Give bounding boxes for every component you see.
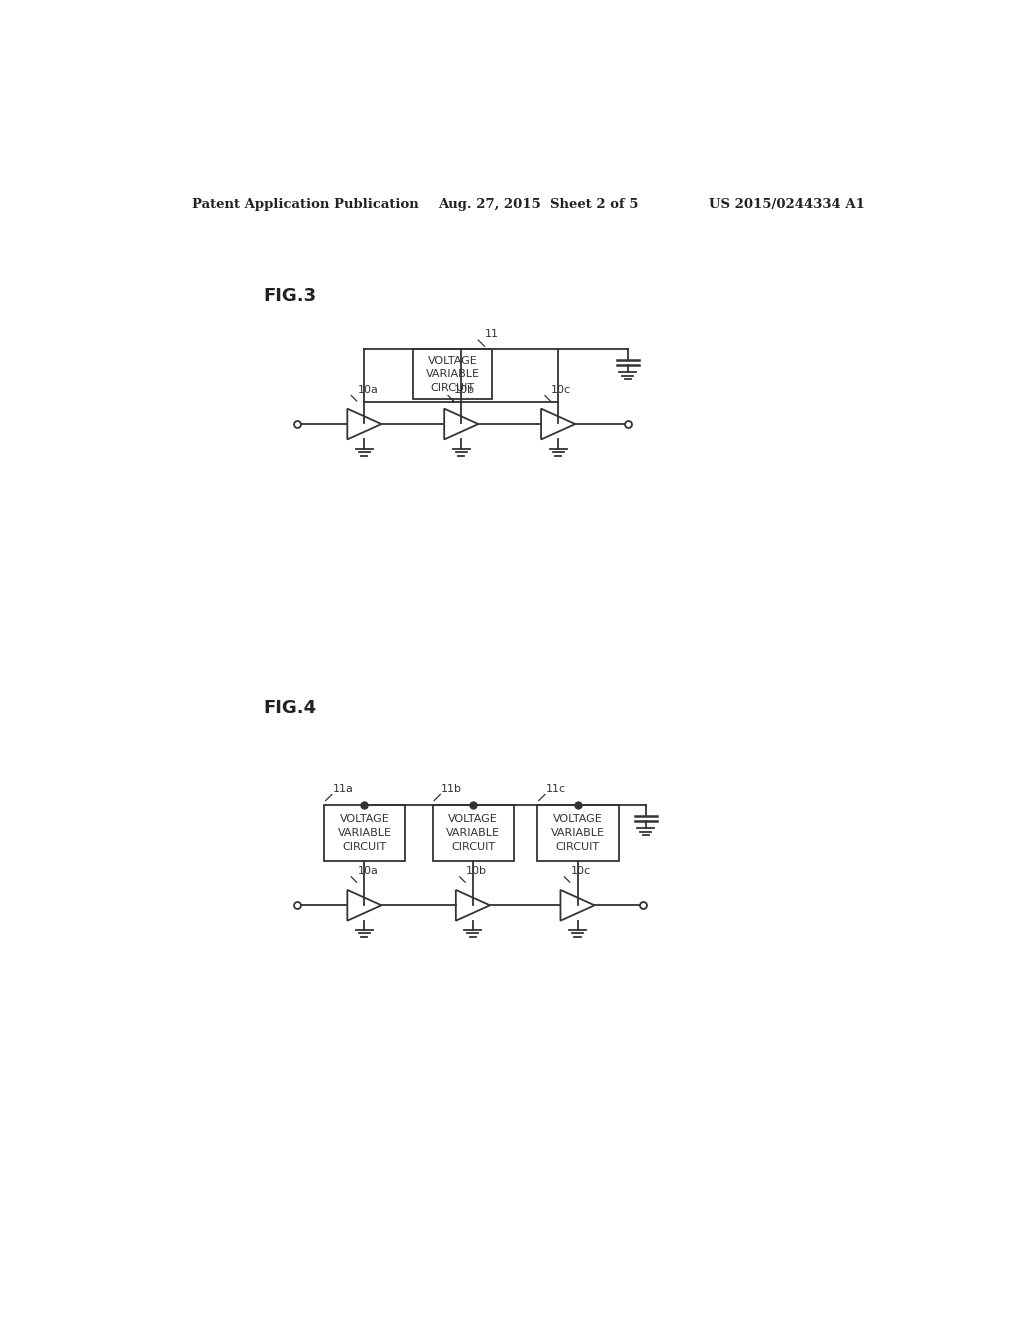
- Text: Patent Application Publication: Patent Application Publication: [191, 198, 418, 211]
- Text: VOLTAGE
VARIABLE
CIRCUIT: VOLTAGE VARIABLE CIRCUIT: [426, 356, 479, 393]
- Bar: [414, 350, 493, 400]
- Text: 10c: 10c: [570, 866, 591, 876]
- Text: 11: 11: [485, 330, 500, 339]
- Text: FIG.3: FIG.3: [263, 286, 316, 305]
- Text: VOLTAGE
VARIABLE
CIRCUIT: VOLTAGE VARIABLE CIRCUIT: [446, 814, 501, 851]
- Text: FIG.4: FIG.4: [263, 698, 316, 717]
- Text: Aug. 27, 2015  Sheet 2 of 5: Aug. 27, 2015 Sheet 2 of 5: [438, 198, 639, 211]
- Text: 10a: 10a: [357, 385, 378, 395]
- Text: VOLTAGE
VARIABLE
CIRCUIT: VOLTAGE VARIABLE CIRCUIT: [551, 814, 605, 851]
- Text: 11b: 11b: [441, 784, 462, 795]
- Text: 10c: 10c: [551, 385, 571, 395]
- Bar: [432, 805, 514, 861]
- Text: 10b: 10b: [455, 385, 475, 395]
- Bar: [538, 805, 618, 861]
- Bar: [324, 805, 406, 861]
- Text: 10b: 10b: [466, 866, 486, 876]
- Text: 11a: 11a: [333, 784, 353, 795]
- Text: 11c: 11c: [546, 784, 566, 795]
- Text: US 2015/0244334 A1: US 2015/0244334 A1: [710, 198, 865, 211]
- Text: 10a: 10a: [357, 866, 378, 876]
- Text: VOLTAGE
VARIABLE
CIRCUIT: VOLTAGE VARIABLE CIRCUIT: [338, 814, 392, 851]
